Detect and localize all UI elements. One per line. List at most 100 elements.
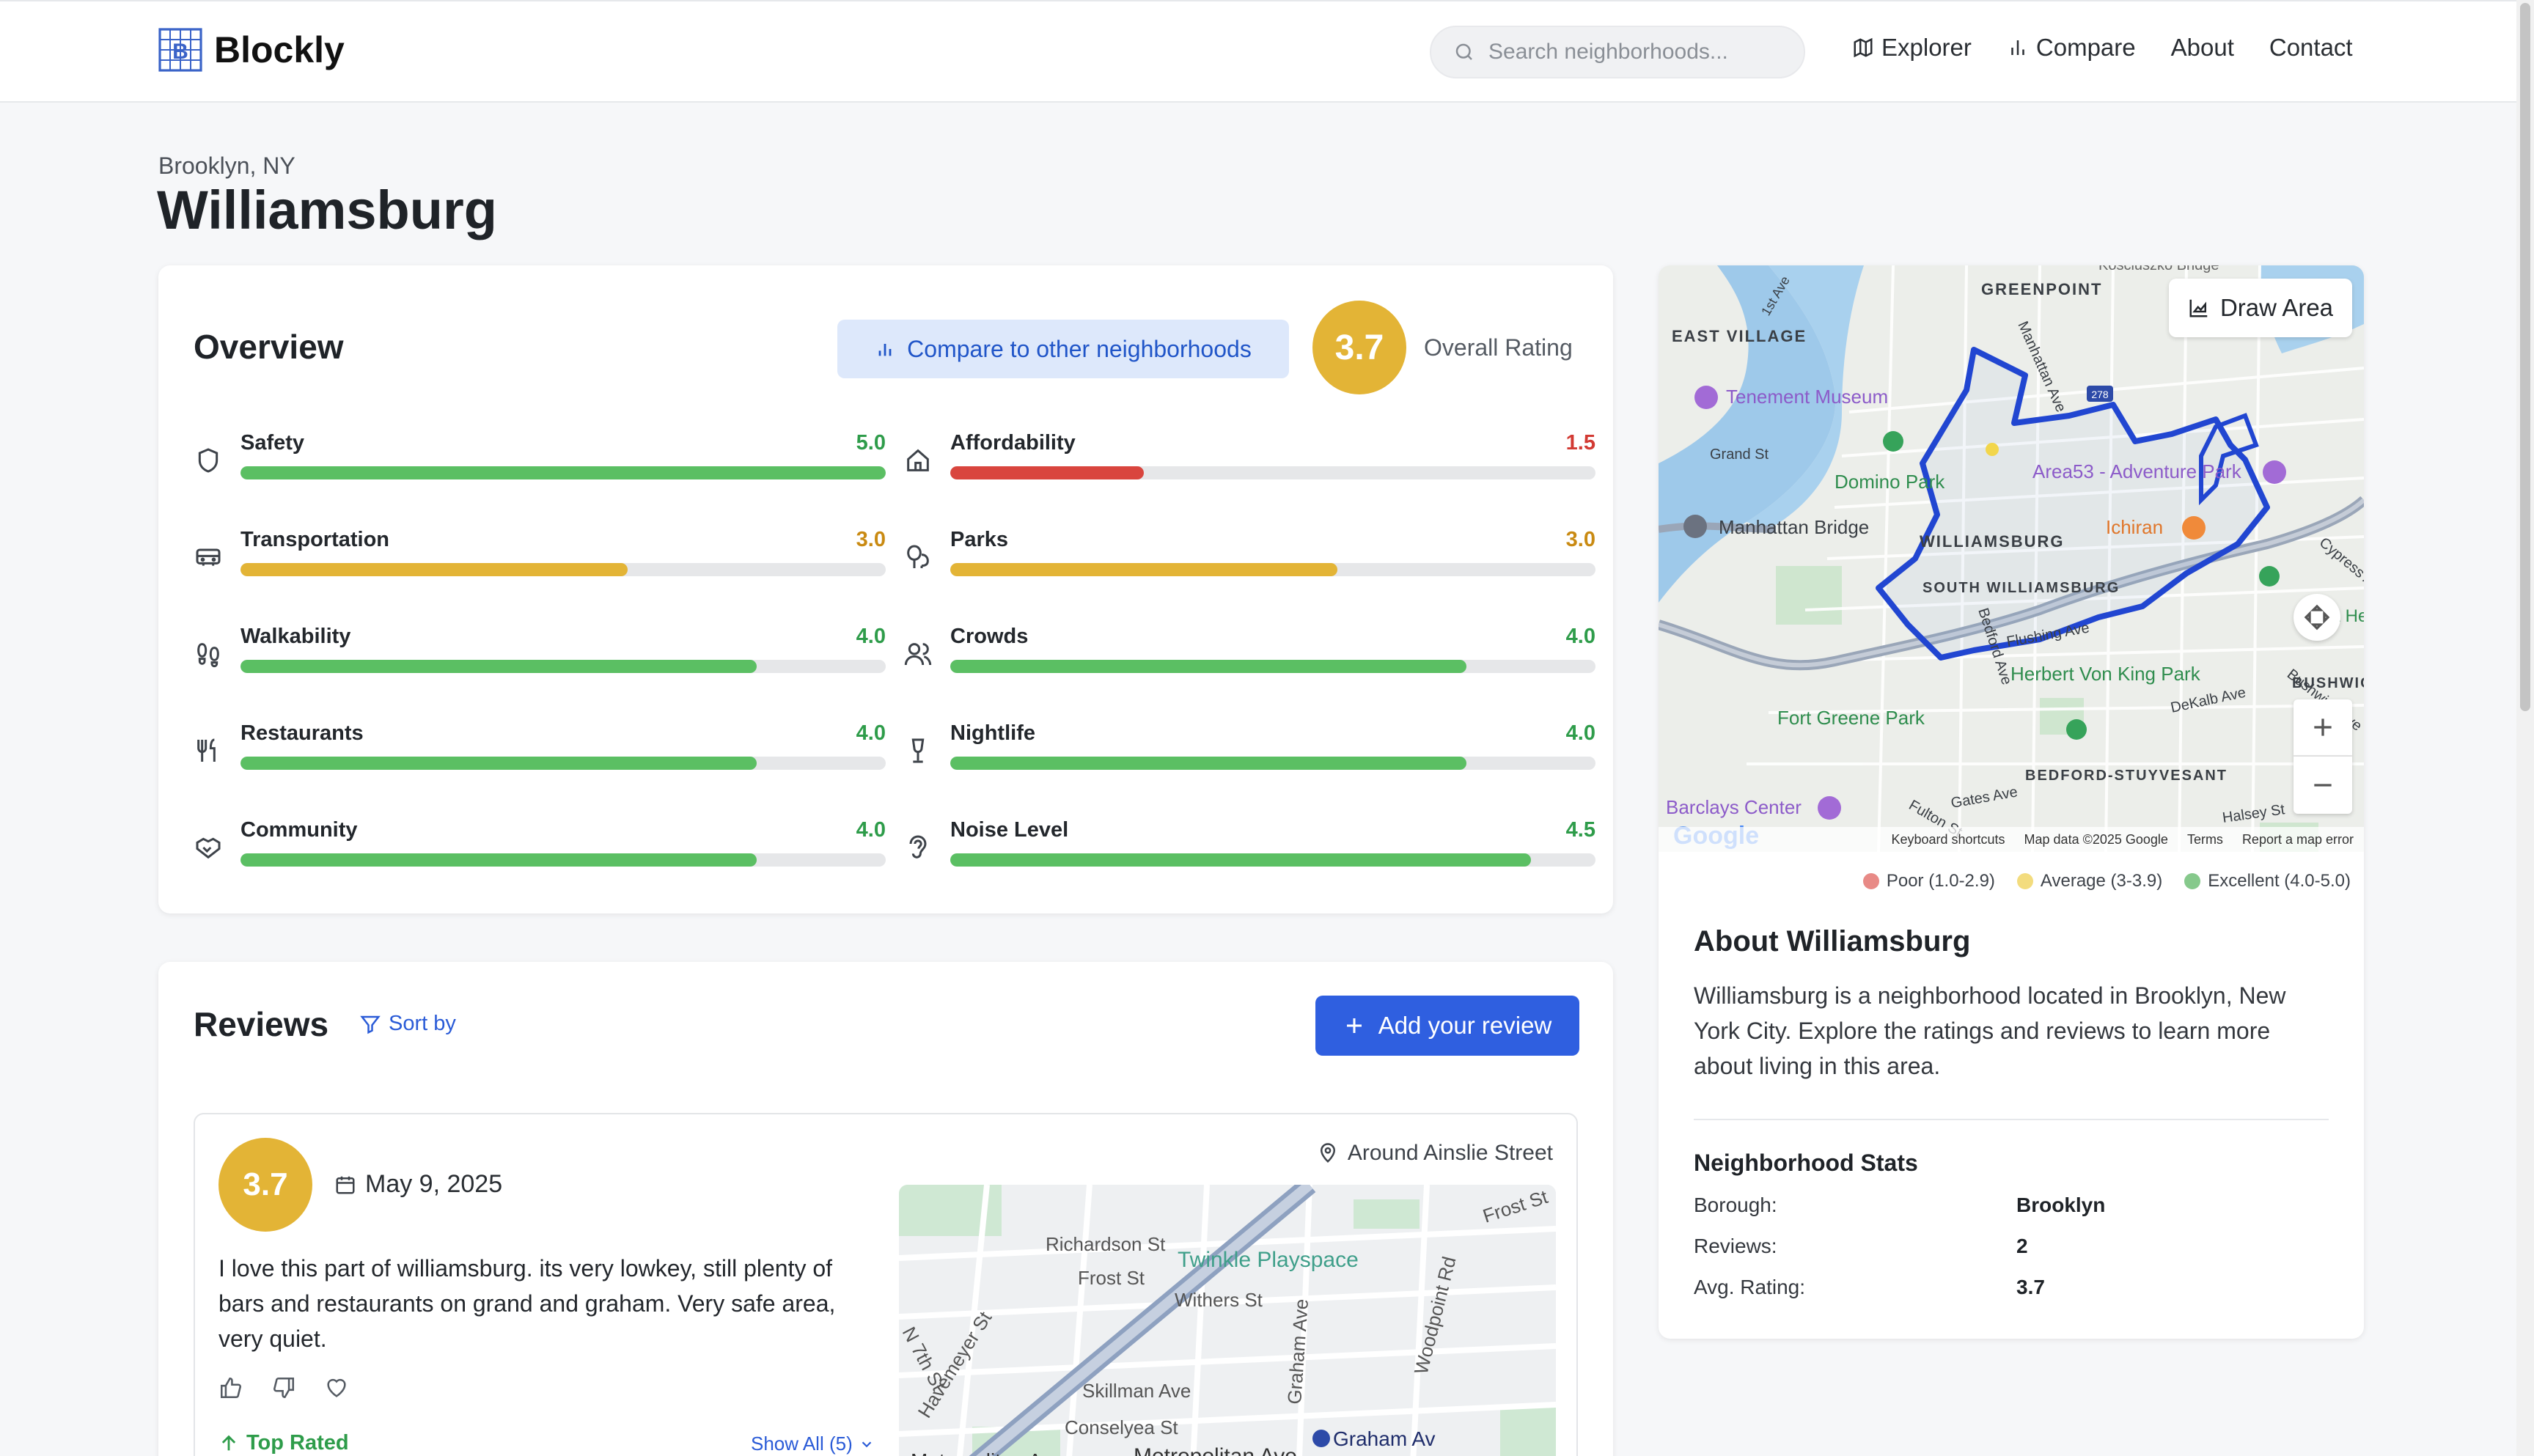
app-name: Blockly — [214, 29, 345, 70]
legend-label: Excellent (4.0-5.0) — [2208, 871, 2351, 891]
metric-safety: Safety 5.0 — [194, 431, 886, 497]
logo[interactable]: B Blockly — [158, 28, 345, 72]
metric-crowds: Crowds 4.0 — [903, 625, 1595, 691]
neighborhood-map[interactable]: GREENPOINT Kosciuszko Bridge EAST VILLAG… — [1659, 265, 2364, 852]
metric-bar-track — [240, 757, 886, 770]
map-footer-link[interactable]: Terms — [2186, 831, 2223, 847]
review-location-text: Around Ainslie Street — [1347, 1141, 1553, 1165]
stat-row-avg-rating: Avg. Rating: 3.7 — [1694, 1276, 2329, 1299]
metric-transportation: Transportation 3.0 — [194, 528, 886, 594]
metric-value: 5.0 — [856, 431, 886, 455]
search-icon — [1455, 43, 1472, 60]
subway-station-icon — [1312, 1430, 1330, 1447]
map-label: Tenement Museum — [1726, 386, 1888, 408]
draw-area-button[interactable]: Draw Area — [2169, 279, 2352, 337]
wine-icon — [911, 738, 925, 763]
metric-bar-fill — [950, 466, 1144, 479]
thumbs-up-icon[interactable] — [218, 1375, 243, 1400]
heart-icon[interactable] — [324, 1375, 349, 1400]
metric-value: 4.0 — [1565, 721, 1595, 745]
review-rating-badge: 3.7 — [218, 1138, 312, 1232]
review-map[interactable]: Richardson St Twinkle Playspace Frost St… — [899, 1185, 1556, 1456]
map-footer: Keyboard shortcuts Map data ©2025 Google… — [1659, 827, 2364, 852]
metric-bar-fill — [950, 853, 1531, 867]
top-rated-label: Top Rated — [246, 1431, 349, 1455]
show-all-button[interactable]: Show All (5) — [751, 1433, 875, 1455]
metric-name: Walkability — [240, 625, 351, 648]
highway-shield-label: 278 — [2091, 389, 2109, 400]
metric-bar-fill — [950, 563, 1337, 576]
metric-restaurants: Restaurants 4.0 — [194, 721, 886, 787]
metric-bar-track — [950, 660, 1595, 673]
search-bar[interactable] — [1430, 26, 1805, 78]
map-label: Domino Park — [1835, 471, 1945, 493]
review-map-canvas: Richardson St Twinkle Playspace Frost St… — [899, 1185, 1556, 1456]
sort-by-button[interactable]: Sort by — [359, 1012, 456, 1036]
legend-item: Poor (1.0-2.9) — [1862, 871, 1995, 891]
trees-icon — [907, 545, 929, 568]
legend-dot — [2016, 873, 2033, 889]
metric-name: Restaurants — [240, 721, 364, 745]
review-item: 3.7 May 9, 2025 Around Ainslie Street I … — [194, 1113, 1578, 1456]
utensils-icon — [197, 738, 216, 762]
filter-icon — [360, 1015, 381, 1034]
show-all-label: Show All (5) — [751, 1433, 853, 1455]
map-label: Twinkle Playspace — [1178, 1248, 1359, 1272]
legend-dot — [2184, 873, 2201, 889]
metric-value: 4.5 — [1565, 818, 1595, 842]
compare-button[interactable]: Compare to other neighborhoods — [837, 320, 1289, 378]
fullscreen-button[interactable] — [2294, 594, 2340, 641]
stat-value: 3.7 — [2016, 1276, 2045, 1298]
search-input[interactable] — [1488, 40, 1782, 65]
page-scrollbar[interactable] — [2516, 0, 2534, 1456]
scrollbar-thumb[interactable] — [2520, 3, 2530, 711]
stat-value: Brooklyn — [2016, 1194, 2106, 1216]
metric-bar-track — [950, 757, 1595, 770]
metric-name: Transportation — [240, 528, 390, 551]
metric-community: Community 4.0 — [194, 818, 886, 884]
review-text: I love this part of williamsburg. its ve… — [218, 1255, 836, 1352]
stat-label: Borough: — [1694, 1194, 1777, 1216]
nav-links: Explorer Compare About Contact — [1852, 34, 2388, 62]
nav-contact[interactable]: Contact — [2269, 34, 2353, 62]
map-footer-link[interactable]: Keyboard shortcuts — [1891, 831, 2005, 847]
breadcrumb: Brooklyn, NY — [158, 152, 295, 179]
stat-row-borough: Borough: Brooklyn — [1694, 1194, 2329, 1217]
review-actions — [218, 1375, 377, 1400]
map-label: Ichiran — [2106, 516, 2163, 538]
neighborhood-sidebar: GREENPOINT Kosciuszko Bridge EAST VILLAG… — [1659, 265, 2364, 1339]
zoom-out-button[interactable] — [2294, 757, 2352, 814]
map-label: Withers St — [1175, 1289, 1263, 1311]
map-label: Area53 - Adventure Park — [2032, 460, 2242, 482]
nav-about[interactable]: About — [2171, 34, 2234, 62]
map-icon — [1854, 37, 1873, 58]
arrow-up-icon — [221, 1435, 236, 1450]
overview-card: Overview Compare to other neighborhoods … — [158, 265, 1613, 913]
home-icon — [907, 449, 929, 471]
reviews-card: Reviews Sort by Add your review 3.7 May … — [158, 962, 1613, 1456]
map-label: Skillman Ave — [1082, 1380, 1191, 1402]
nav-compare-label: Compare — [2035, 34, 2136, 61]
map-label: Richardson St — [1046, 1233, 1166, 1255]
thumbs-down-icon[interactable] — [271, 1375, 296, 1400]
metric-bar-track — [950, 563, 1595, 576]
ear-icon — [909, 835, 927, 858]
metric-name: Safety — [240, 431, 305, 455]
metric-bar-fill — [240, 563, 628, 576]
footprints-icon — [197, 643, 219, 668]
handshake-icon — [196, 837, 221, 859]
add-review-button[interactable]: Add your review — [1315, 996, 1579, 1056]
review-date: May 9, 2025 — [334, 1170, 502, 1199]
zoom-in-button[interactable] — [2294, 699, 2352, 757]
bar-chart-icon — [878, 344, 892, 356]
metric-bar-track — [240, 853, 886, 867]
map-label: Conselyea St — [1065, 1416, 1178, 1438]
nav-compare[interactable]: Compare — [2007, 34, 2136, 62]
map-footer-link[interactable]: Report a map error — [2241, 831, 2354, 847]
metric-affordability: Affordability 1.5 — [903, 431, 1595, 497]
nav-explorer[interactable]: Explorer — [1852, 34, 1972, 62]
metric-value: 3.0 — [856, 528, 886, 551]
nav-contact-label: Contact — [2269, 34, 2353, 61]
about-text: Williamsburg is a neighborhood located i… — [1694, 982, 2286, 1079]
